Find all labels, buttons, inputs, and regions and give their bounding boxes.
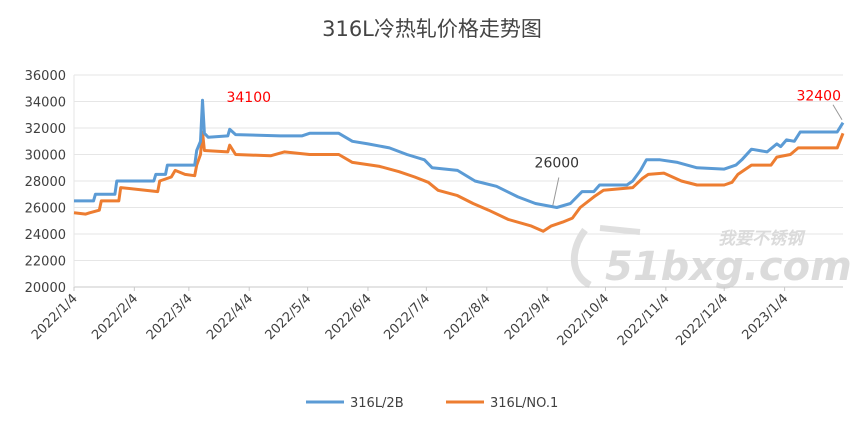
- x-tick-label: 2022/3/4: [144, 291, 196, 343]
- y-axis-ticks: 36000 34000 32000 30000 28000 26000 24000 22000…: [25, 69, 66, 296]
- x-tick-label: 2022/4/4: [204, 291, 256, 343]
- x-tick-label: 2022/7/4: [381, 291, 433, 343]
- x-tick-label: 2022/6/4: [323, 291, 375, 343]
- x-tick-label: 2022/10/4: [555, 291, 613, 349]
- legend: 316L/2B 316L/NO.1: [306, 396, 558, 411]
- x-tick-label: 2022/1/4: [29, 291, 81, 343]
- watermark-logo-icon: [570, 225, 641, 289]
- legend-label: 316L/2B: [350, 396, 404, 411]
- chart-title: 316L冷热轧价格走势图: [322, 17, 542, 41]
- axes: [73, 75, 843, 288]
- y-tick-label: 28000: [25, 175, 66, 190]
- x-tick-label: 2022/5/4: [263, 291, 315, 343]
- series-line-316l-2b: [74, 98, 845, 209]
- y-tick-label: 32000: [25, 122, 66, 137]
- series-lines: [73, 98, 845, 233]
- y-tick-label: 20000: [25, 281, 66, 296]
- series-line-316l-no-1: [73, 130, 845, 233]
- legend-label: 316L/NO.1: [490, 396, 558, 411]
- y-tick-label: 36000: [25, 69, 66, 84]
- annotation-leader-line: [832, 104, 843, 120]
- x-tick-label: 2022/11/4: [615, 291, 673, 349]
- y-tick-label: 34000: [25, 96, 66, 111]
- data-label: 34100: [226, 90, 271, 106]
- x-tick-label: 2022/8/4: [442, 291, 494, 343]
- data-label: 32400: [796, 89, 841, 105]
- x-tick-label: 2022/2/4: [89, 291, 141, 343]
- x-tick-label: 2022/9/4: [502, 291, 554, 343]
- annotation-leader-line: [552, 177, 560, 206]
- x-tick-label: 2022/12/4: [673, 291, 731, 349]
- watermark-en-text: 51bxg.com: [605, 244, 852, 290]
- x-tick-label: 2023/1/4: [740, 291, 792, 343]
- x-axis-ticks: 2022/1/4 2022/2/4 2022/3/4 2022/4/4 2022/5/4…: [29, 287, 791, 349]
- data-label: 26000: [535, 156, 580, 172]
- watermark: 我要不锈钢 51bxg.com: [570, 225, 852, 290]
- y-tick-label: 22000: [25, 255, 66, 270]
- y-tick-label: 30000: [25, 149, 66, 164]
- annotations: 34100 26000 32400: [226, 89, 843, 206]
- watermark-cn-text: 我要不锈钢: [718, 229, 806, 249]
- y-tick-label: 24000: [25, 228, 66, 243]
- y-tick-label: 26000: [25, 202, 66, 217]
